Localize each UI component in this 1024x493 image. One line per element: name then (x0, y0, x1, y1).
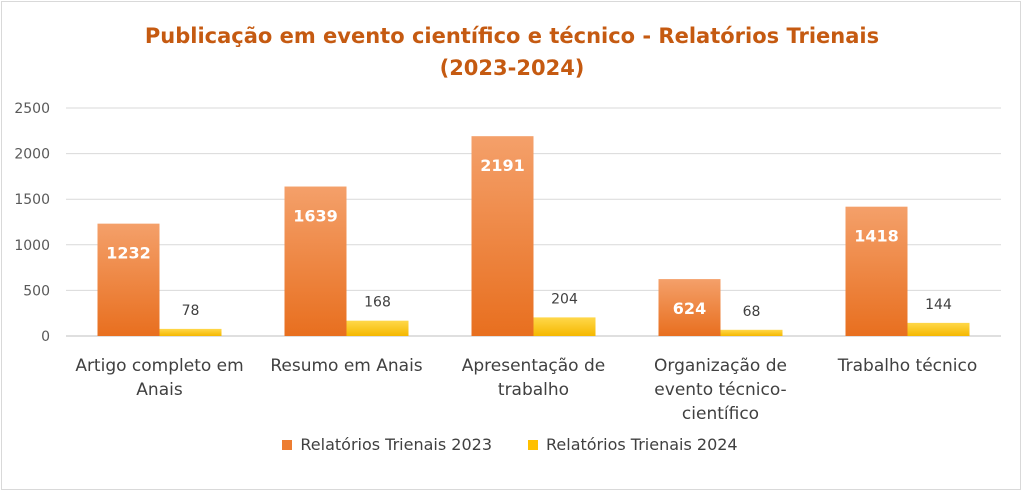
bar-2024 (346, 320, 409, 336)
bar-2023 (658, 279, 721, 336)
x-tick-label: Organização de evento técnico-científico (654, 356, 787, 424)
data-label-2024: 68 (743, 304, 761, 320)
bar-2023 (284, 186, 347, 336)
data-label-2024: 168 (364, 295, 391, 311)
y-tick-label: 1000 (14, 238, 50, 254)
chart-title-line1: Publicação em evento científico e técnic… (144, 24, 880, 48)
legend-item-2024: Relatórios Trienais 2024 (528, 435, 738, 454)
legend-swatch-2023 (282, 439, 293, 450)
data-label-2024: 144 (925, 297, 952, 313)
bar-2023 (845, 206, 908, 336)
chart-title-line2: (2023-2024) (439, 56, 585, 80)
data-label-2023: 1418 (854, 227, 899, 246)
bar-2024 (720, 329, 783, 336)
chart-title: Publicação em evento científico e técnic… (2, 20, 1022, 84)
legend-label-2024: Relatórios Trienais 2024 (546, 435, 738, 454)
x-tick-label: Resumo em Anais (270, 356, 422, 376)
data-label-2024: 204 (551, 291, 578, 307)
x-tick-label: Apresentação de trabalho (462, 356, 606, 400)
y-tick-label: 500 (23, 283, 50, 299)
x-tick-label: Artigo completo em Anais (75, 356, 243, 400)
data-label-2024: 78 (182, 303, 200, 319)
y-tick-label: 2000 (14, 147, 50, 163)
y-tick-label: 1500 (14, 192, 50, 208)
legend: Relatórios Trienais 2023 Relatórios Trie… (0, 435, 1020, 454)
data-label-2023: 624 (673, 299, 706, 318)
bar-2024 (907, 322, 970, 336)
legend-item-2023: Relatórios Trienais 2023 (282, 435, 492, 454)
bar-2024 (159, 328, 222, 336)
y-tick-label: 0 (41, 329, 50, 345)
data-label-2023: 1639 (293, 207, 338, 226)
legend-label-2023: Relatórios Trienais 2023 (300, 435, 492, 454)
legend-swatch-2024 (528, 439, 538, 450)
y-tick-label: 2500 (14, 101, 50, 117)
data-label-2023: 2191 (480, 156, 525, 175)
bar-2023 (471, 136, 534, 336)
data-label-2023: 1232 (106, 244, 151, 263)
x-tick-label: Trabalho técnico (837, 356, 978, 376)
bar-2024 (533, 317, 596, 336)
bar-2023 (97, 223, 160, 336)
